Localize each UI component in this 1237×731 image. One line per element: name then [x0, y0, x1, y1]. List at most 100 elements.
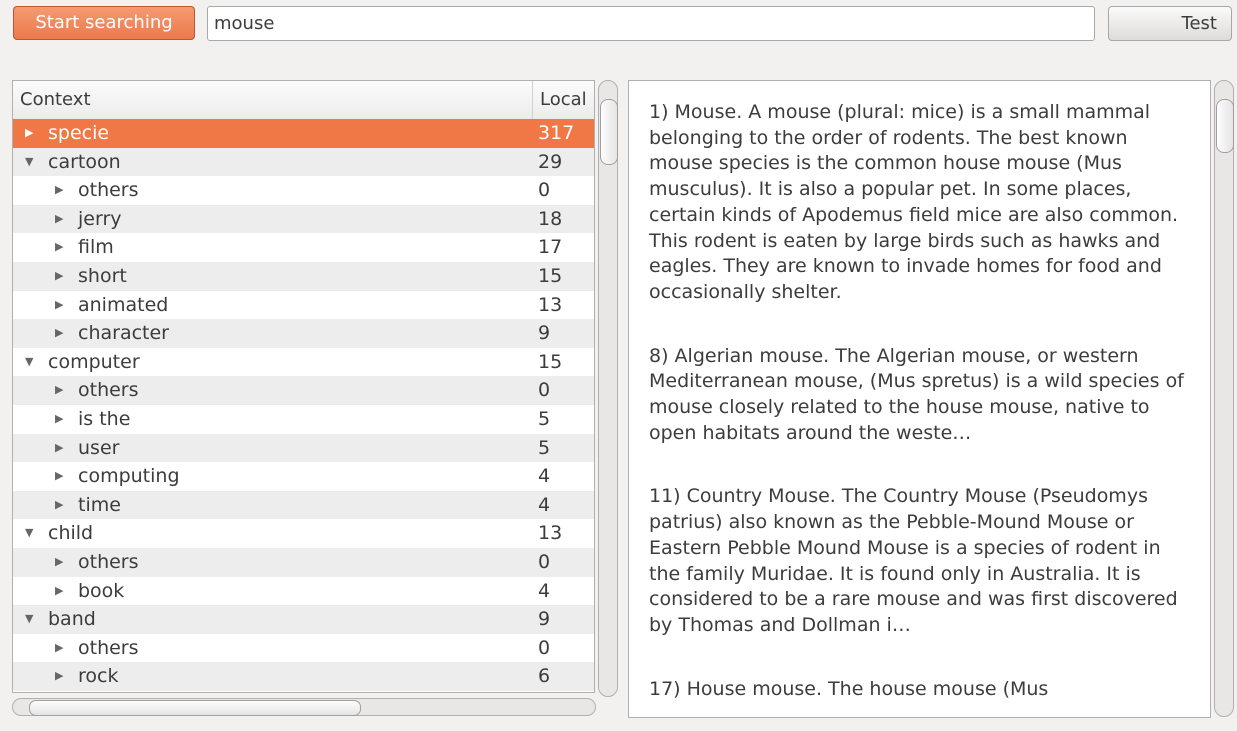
expander[interactable]: ▶: [55, 583, 64, 597]
row-count: 0: [538, 179, 551, 202]
column-header[interactable]: Context: [13, 81, 533, 119]
tree-row[interactable]: ▶ is the 5: [13, 405, 594, 434]
row-label: others: [78, 636, 139, 659]
tree-row[interactable]: ▶ others 0: [13, 176, 594, 205]
scroll-thumb[interactable]: [1216, 99, 1234, 153]
row-label: book: [78, 579, 125, 602]
tree-row[interactable]: ▼ child 13: [13, 519, 594, 548]
expander[interactable]: ▶: [25, 126, 34, 139]
tree-row[interactable]: ▼ computer 15: [13, 348, 594, 377]
expander[interactable]: ▶: [55, 469, 64, 483]
row-count: 0: [538, 379, 551, 402]
tree-row[interactable]: ▶ animated 13: [13, 291, 594, 320]
result-text: 1) Mouse. A mouse (plural: mice) is a sm…: [649, 101, 1179, 303]
row-label: user: [78, 436, 120, 459]
row-count: 5: [538, 407, 551, 430]
expander[interactable]: ▶: [55, 383, 64, 397]
tree-row[interactable]: ▶ others 0: [13, 634, 594, 663]
row-count: 13: [538, 522, 563, 545]
row-label: character: [78, 322, 169, 345]
tree-row[interactable]: ▶ rock 6: [13, 662, 594, 691]
row-count: 4: [538, 493, 551, 516]
row-label: cartoon: [48, 150, 121, 173]
row-label: short: [78, 264, 127, 287]
tree-row[interactable]: ▼ cartoon 29: [13, 147, 594, 177]
scroll-thumb[interactable]: [600, 99, 618, 165]
tree-scrollbar[interactable]: [598, 80, 618, 697]
row-label: is the: [78, 407, 131, 430]
row-label: computer: [48, 350, 140, 373]
tree-row[interactable]: ▶ time 4: [13, 490, 594, 520]
row-label: computing: [78, 465, 180, 488]
row-label: others: [78, 379, 139, 402]
row-label: film: [78, 236, 114, 259]
tree-header: Context Local: [13, 81, 594, 120]
tree-row[interactable]: ▶ others 0: [13, 547, 594, 577]
expander[interactable]: ▼: [25, 154, 34, 168]
row-count: 0: [538, 550, 551, 573]
row-count: 4: [538, 465, 551, 488]
row-count: 29: [538, 150, 563, 173]
tree-row[interactable]: ▶ film 17: [13, 233, 594, 262]
row-count: 15: [538, 350, 563, 373]
result-text: 11) Country Mouse. The Country Mouse (Ps…: [649, 485, 1178, 636]
row-count: 5: [538, 436, 551, 459]
expander[interactable]: ▶: [55, 440, 64, 454]
expander[interactable]: ▶: [55, 411, 64, 425]
row-label: others: [78, 179, 139, 202]
tree-row[interactable]: ▶ short 15: [13, 261, 594, 291]
expander[interactable]: ▶: [55, 554, 64, 568]
row-label: band: [48, 608, 96, 631]
row-count: 4: [538, 579, 551, 602]
row-count: 317: [538, 122, 575, 144]
row-label: others: [78, 550, 139, 573]
expander[interactable]: ▼: [25, 354, 34, 368]
row-count: 17: [538, 236, 563, 259]
row-count: 15: [538, 264, 563, 287]
row-label: child: [48, 522, 94, 545]
expander[interactable]: ▼: [25, 612, 34, 626]
expander[interactable]: ▶: [55, 268, 64, 282]
query-input[interactable]: mouse: [207, 6, 1095, 41]
expander[interactable]: ▶: [55, 297, 64, 311]
tree-row[interactable]: ▶ character 9: [13, 319, 594, 348]
row-label: time: [78, 493, 121, 516]
expander[interactable]: ▶: [55, 497, 64, 511]
tree-row[interactable]: ▶ user 5: [13, 433, 594, 463]
search-button[interactable]: Start searching: [13, 6, 195, 40]
row-label: animated: [78, 293, 169, 316]
expander[interactable]: ▶: [55, 669, 64, 683]
tree-row[interactable]: ▶ others 0: [13, 376, 594, 405]
tree-row[interactable]: ▼ band 9: [13, 605, 594, 634]
row-count: 9: [538, 322, 551, 345]
row-count: 0: [538, 636, 551, 659]
row-label: jerry: [78, 207, 122, 230]
row-count: 6: [538, 665, 551, 688]
row-count: 18: [538, 207, 563, 230]
results-scrollbar[interactable]: [1214, 80, 1234, 717]
tree-body: ▶ specie 317 ▼ cartoon 29 ▶ others 0 ▶ jerry 18 ▶ fil…: [13, 119, 594, 691]
expander[interactable]: ▶: [55, 240, 64, 254]
test-button[interactable]: Test: [1108, 6, 1232, 41]
tree-hscrollbar[interactable]: [12, 698, 596, 716]
results-pane: 1) Mouse. A mouse (plural: mice) is a sm…: [628, 80, 1211, 718]
expander[interactable]: ▶: [55, 211, 64, 225]
scroll-thumb[interactable]: [29, 700, 361, 716]
expander[interactable]: ▼: [25, 526, 34, 540]
tree-row[interactable]: ▶ computing 4: [13, 462, 594, 491]
expander[interactable]: ▶: [55, 183, 64, 197]
column-header[interactable]: Local: [540, 89, 587, 110]
expander[interactable]: ▶: [55, 326, 64, 340]
row-count: 9: [538, 608, 551, 631]
expander[interactable]: ▶: [55, 640, 64, 654]
row-label: rock: [78, 665, 119, 688]
tree-row[interactable]: ▶ jerry 18: [13, 204, 594, 234]
tree-row[interactable]: ▶ book 4: [13, 577, 594, 606]
result-text: 8) Algerian mouse. The Algerian mouse, o…: [649, 344, 1184, 444]
row-count: 13: [538, 293, 563, 316]
row-label: specie: [48, 122, 110, 144]
context-tree: Context Local ▶ specie 317 ▼ cartoon 29 ▶ other…: [12, 80, 595, 693]
result-text: 17) House mouse. The house mouse (Mus: [649, 677, 1049, 700]
tree-row[interactable]: ▶ specie 317: [13, 119, 594, 148]
